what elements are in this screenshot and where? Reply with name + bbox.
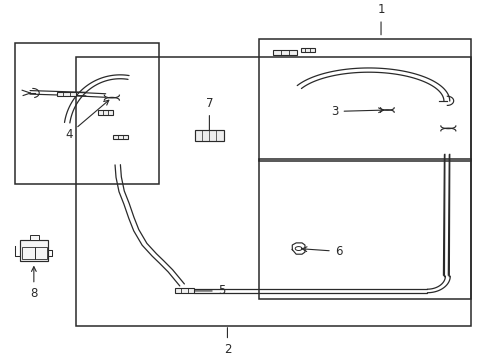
Bar xyxy=(35,247,47,259)
Text: 4: 4 xyxy=(65,100,109,140)
Bar xyxy=(76,57,470,325)
Text: 8: 8 xyxy=(30,267,38,301)
Text: 1: 1 xyxy=(377,3,384,35)
Bar xyxy=(98,111,113,114)
Bar xyxy=(195,130,223,141)
Bar xyxy=(20,240,48,261)
Bar xyxy=(15,43,159,184)
Text: 6: 6 xyxy=(302,245,342,258)
Bar xyxy=(272,50,297,54)
Text: 3: 3 xyxy=(330,105,383,118)
Bar xyxy=(259,39,470,161)
Bar xyxy=(259,159,470,299)
Text: 7: 7 xyxy=(205,97,213,138)
Bar xyxy=(174,288,194,293)
Text: 2: 2 xyxy=(223,328,231,356)
Text: 5: 5 xyxy=(188,284,224,297)
Bar xyxy=(22,247,35,259)
Bar xyxy=(113,135,128,139)
Bar xyxy=(30,235,39,240)
Bar xyxy=(57,92,76,96)
Bar xyxy=(300,48,315,52)
